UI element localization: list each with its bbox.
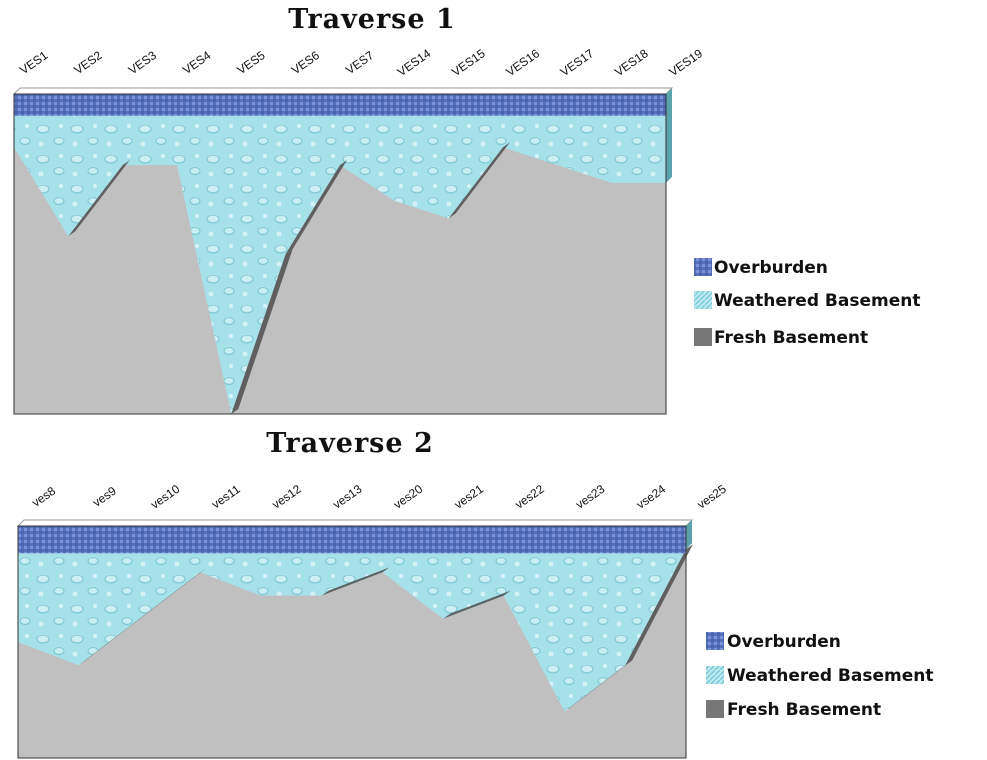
boundary-depth-face — [564, 660, 633, 712]
traverse-2-x-tick-labels: ves8 ves9 ves10 ves11 ves12 ves13 ves20 ves21 ve… — [29, 482, 729, 512]
legend-swatch-weathered-basement — [706, 666, 724, 684]
x-tick-label: ves21 — [452, 482, 487, 512]
boundary-depth-face — [625, 544, 693, 666]
legend-swatch-overburden — [706, 632, 724, 650]
traverse-1-chart: Traverse 1 VES1 VES2 VES3 VES4 VES5 VES6 VES7 V… — [12, 4, 920, 415]
legend-swatch-overburden — [694, 258, 712, 276]
legend-label-overburden: Overburden — [727, 632, 841, 652]
x-tick-label: VES19 — [666, 46, 705, 79]
traverse-2-chart: Traverse 2 ves8 ves9 ves10 ves11 ves12 ves13 v… — [16, 428, 933, 759]
boundary-depth-face — [448, 142, 510, 219]
boundary-depth-face — [231, 249, 293, 414]
boundary-depth-face — [285, 160, 347, 254]
boundary-depth-face — [68, 160, 130, 237]
right-depth-face — [666, 88, 672, 183]
plot-top-edge — [16, 519, 694, 527]
x-tick-label: VES17 — [558, 46, 597, 79]
traverse-2-legend: Overburden Weathered Basement Fresh Base… — [706, 632, 933, 720]
x-tick-label: VES6 — [289, 48, 322, 77]
boundary-depth-face — [321, 567, 390, 596]
x-tick-label: VES4 — [180, 48, 213, 77]
weathered-basement-area — [14, 111, 666, 415]
x-tick-label: VES2 — [71, 48, 104, 77]
right-depth-face — [686, 520, 692, 550]
legend-label-weathered-basement: Weathered Basement — [727, 666, 933, 686]
legend-swatch-fresh-basement — [694, 328, 712, 346]
legend-label-weathered-basement: Weathered Basement — [714, 291, 920, 311]
traverse-1-x-tick-labels: VES1 VES2 VES3 VES4 VES5 VES6 VES7 VES14 VES15 VE… — [17, 46, 705, 79]
traverse-1-plot-area — [12, 87, 674, 415]
x-tick-label: ves11 — [209, 482, 243, 512]
x-tick-label: VES3 — [126, 48, 159, 77]
weathered-basement-area — [18, 549, 686, 712]
boundary-depth-face — [443, 590, 511, 619]
x-tick-label: ves12 — [269, 482, 304, 512]
x-tick-label: VES14 — [395, 46, 434, 79]
traverse-2-plot-area — [16, 519, 694, 759]
legend-swatch-weathered-basement — [694, 291, 712, 309]
x-tick-label: vse24 — [634, 482, 669, 512]
x-tick-label: ves9 — [90, 484, 119, 510]
overburden-area — [14, 94, 666, 116]
traverse-2-title: Traverse 2 — [266, 428, 434, 459]
x-tick-label: VES18 — [612, 46, 651, 79]
boundary-depth-face — [78, 613, 147, 666]
x-tick-label: ves23 — [573, 482, 608, 512]
x-tick-label: ves13 — [330, 482, 365, 512]
x-tick-label: VES5 — [234, 48, 267, 77]
legend-swatch-fresh-basement — [706, 700, 724, 718]
x-tick-label: ves8 — [29, 484, 58, 510]
legend-label-overburden: Overburden — [714, 258, 828, 278]
x-tick-label: VES7 — [343, 48, 376, 77]
x-tick-label: ves25 — [695, 482, 730, 512]
plot-top-edge — [12, 87, 674, 95]
overburden-area — [18, 526, 686, 554]
legend-label-fresh-basement: Fresh Basement — [714, 328, 868, 348]
traverse-1-legend: Overburden Weathered Basement Fresh Base… — [694, 258, 920, 348]
traverse-1-title: Traverse 1 — [288, 4, 456, 35]
plot-frame — [17, 525, 687, 759]
x-tick-label: VES1 — [17, 48, 50, 77]
x-tick-label: VES15 — [449, 46, 488, 79]
x-tick-label: ves10 — [148, 482, 183, 512]
x-tick-label: ves22 — [512, 482, 547, 512]
legend-label-fresh-basement: Fresh Basement — [727, 700, 881, 720]
x-tick-label: ves20 — [391, 482, 426, 512]
x-tick-label: VES16 — [503, 46, 542, 79]
boundary-depth-face — [139, 567, 208, 619]
plot-frame — [13, 93, 667, 415]
